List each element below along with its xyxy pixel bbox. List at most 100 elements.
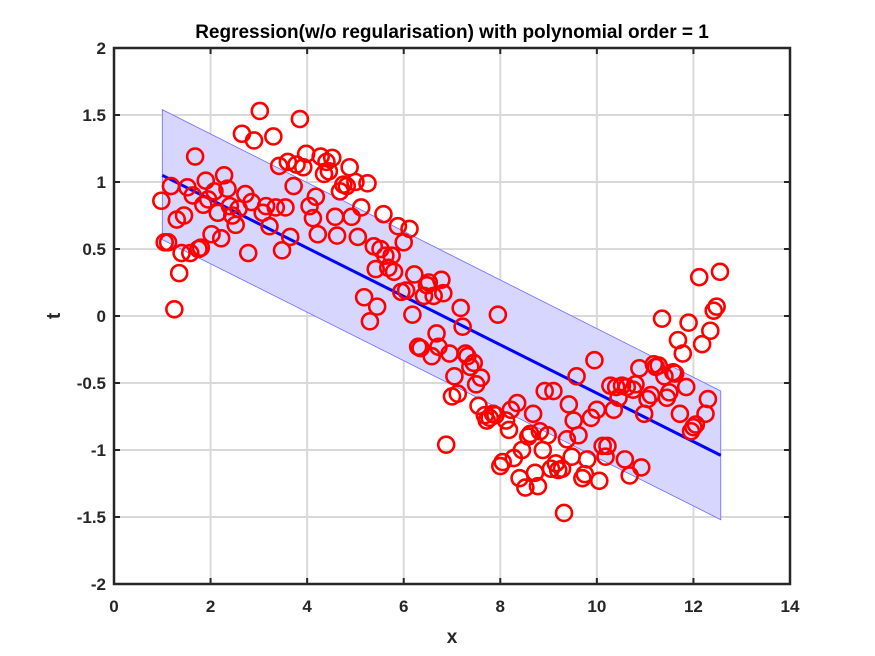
data-point [269, 156, 289, 176]
data-point [554, 503, 574, 523]
data-point [649, 356, 668, 375]
data-point [172, 243, 191, 263]
data-point [552, 459, 572, 479]
y-axis-label: t [44, 312, 65, 319]
data-point [507, 393, 527, 413]
data-point [424, 286, 443, 306]
data-point [354, 287, 374, 307]
x-tick-label: 2 [206, 597, 215, 616]
data-point [185, 147, 205, 166]
data-point [308, 224, 328, 244]
data-point [535, 381, 555, 401]
data-point [707, 297, 726, 316]
regression-line [161, 173, 722, 457]
data-point [496, 411, 516, 430]
data-point [585, 350, 604, 370]
data-point [659, 383, 679, 402]
data-point [615, 450, 635, 469]
data-point [679, 313, 698, 333]
data-point [374, 204, 393, 224]
data-point [638, 389, 657, 409]
data-point [689, 267, 709, 287]
data-point [686, 415, 706, 434]
data-point [276, 198, 295, 217]
data-points [152, 101, 730, 523]
data-point [451, 298, 470, 318]
data-point [220, 196, 240, 216]
data-point [280, 227, 300, 247]
data-point [448, 384, 468, 404]
data-point [319, 161, 339, 181]
data-point [528, 476, 548, 496]
data-point [205, 182, 224, 201]
data-point [692, 334, 712, 354]
data-point [499, 420, 519, 440]
data-point [376, 246, 395, 265]
y-tick-labels: 2 1.5 1 0.5 0 -0.5 -1 -1.5 -2 [77, 39, 106, 594]
data-point [684, 417, 703, 437]
x-tick-label: 12 [684, 597, 703, 616]
data-point [202, 224, 221, 244]
data-point [194, 195, 213, 215]
data-point [698, 389, 718, 409]
data-point [351, 198, 371, 217]
data-point [544, 381, 563, 401]
axes-box [112, 46, 792, 586]
data-point [631, 458, 651, 477]
data-point [518, 427, 538, 446]
data-point [453, 317, 472, 337]
data-point [538, 425, 557, 445]
data-point [214, 166, 234, 185]
data-point [589, 471, 609, 491]
data-point [388, 216, 408, 236]
data-point [244, 131, 264, 150]
data-point [469, 396, 488, 416]
data-point [158, 233, 178, 252]
axes-frame [112, 46, 792, 586]
y-tick-label: 1.5 [82, 106, 106, 125]
data-point [384, 262, 404, 282]
data-point [165, 299, 184, 319]
y-tick-label: -1.5 [77, 508, 106, 527]
data-point [541, 459, 561, 479]
y-tick-label: 1 [97, 173, 106, 192]
data-point [266, 198, 286, 217]
data-point [493, 452, 513, 472]
data-point [403, 305, 422, 324]
y-tick-label: -1 [91, 441, 106, 460]
data-point [577, 450, 597, 469]
data-point [303, 208, 323, 228]
data-point [211, 228, 231, 248]
data-point [306, 187, 326, 207]
y-tick-label: 2 [97, 39, 106, 58]
data-point [598, 436, 617, 456]
data-point [284, 176, 303, 196]
data-point [342, 207, 361, 227]
data-point [400, 219, 419, 239]
data-point [358, 174, 377, 193]
data-point [311, 147, 330, 166]
data-point [559, 395, 579, 414]
data-point [250, 101, 270, 121]
data-point [461, 357, 480, 377]
data-point [367, 297, 387, 316]
x-tick-label: 4 [302, 597, 312, 616]
data-point [272, 241, 292, 260]
data-point [256, 196, 276, 216]
data-point [322, 148, 342, 168]
data-point [471, 368, 491, 387]
fit-line [161, 173, 722, 457]
data-point [337, 176, 357, 196]
data-point [569, 425, 588, 445]
data-point [520, 424, 540, 444]
x-tick-label: 6 [399, 597, 408, 616]
data-point [169, 263, 189, 283]
data-point [427, 324, 446, 343]
data-point [238, 243, 258, 263]
y-tick-label: -2 [91, 575, 106, 594]
data-point [464, 353, 484, 373]
data-point [300, 196, 319, 216]
data-point [346, 172, 365, 192]
data-point [445, 366, 464, 386]
